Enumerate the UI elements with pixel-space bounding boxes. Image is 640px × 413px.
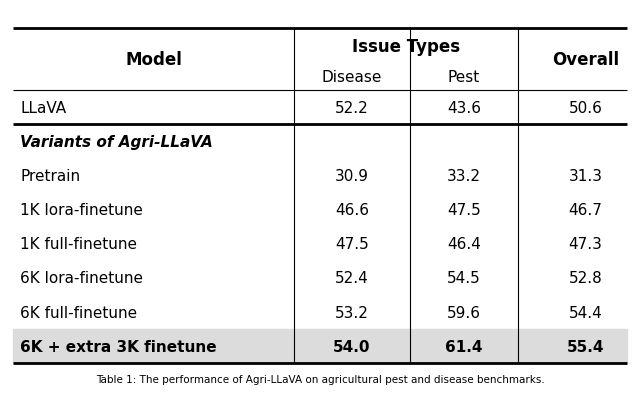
Text: Disease: Disease [322,70,382,85]
Text: 33.2: 33.2 [447,169,481,183]
Text: 46.7: 46.7 [569,203,602,218]
Text: 47.5: 47.5 [447,203,481,218]
Text: 52.8: 52.8 [569,271,602,286]
Text: 43.6: 43.6 [447,100,481,115]
Text: Model: Model [125,51,182,69]
Text: Overall: Overall [552,51,619,69]
Text: 46.6: 46.6 [335,203,369,218]
Text: Issue Types: Issue Types [353,38,460,55]
Text: 47.5: 47.5 [335,237,369,252]
Text: 54.5: 54.5 [447,271,481,286]
Text: 1K lora-finetune: 1K lora-finetune [20,203,143,218]
Text: 55.4: 55.4 [567,339,604,354]
Bar [13,329,627,363]
Text: 6K + extra 3K finetune: 6K + extra 3K finetune [20,339,217,354]
Text: Variants of Agri-LLaVA: Variants of Agri-LLaVA [20,135,213,150]
Text: Pretrain: Pretrain [20,169,81,183]
Text: 50.6: 50.6 [569,100,602,115]
Text: 31.3: 31.3 [568,169,603,183]
Text: 30.9: 30.9 [335,169,369,183]
Text: 52.2: 52.2 [335,100,369,115]
Text: 46.4: 46.4 [447,237,481,252]
Text: 54.4: 54.4 [569,305,602,320]
Text: 54.0: 54.0 [333,339,371,354]
Text: 47.3: 47.3 [569,237,602,252]
Text: Table 1: The performance of Agri-LLaVA on agricultural pest and disease benchmar: Table 1: The performance of Agri-LLaVA o… [95,374,545,384]
Text: 52.4: 52.4 [335,271,369,286]
Text: Pest: Pest [448,70,480,85]
Text: 61.4: 61.4 [445,339,483,354]
Text: 53.2: 53.2 [335,305,369,320]
Text: 59.6: 59.6 [447,305,481,320]
Text: 6K lora-finetune: 6K lora-finetune [20,271,143,286]
Text: 1K full-finetune: 1K full-finetune [20,237,138,252]
Text: LLaVA: LLaVA [20,100,67,115]
Text: 6K full-finetune: 6K full-finetune [20,305,138,320]
